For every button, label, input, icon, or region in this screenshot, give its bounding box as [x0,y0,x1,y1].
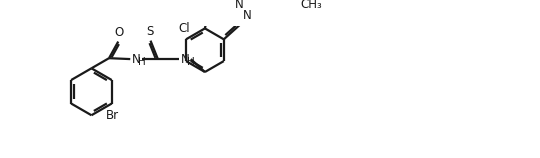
Text: CH₃: CH₃ [300,0,322,11]
Text: H: H [138,58,145,67]
Text: N: N [132,53,140,66]
Text: O: O [114,26,124,39]
Text: N: N [242,9,251,22]
Text: N: N [234,0,243,11]
Text: N: N [181,53,190,66]
Text: Cl: Cl [179,22,190,35]
Text: Br: Br [106,109,119,122]
Text: H: H [187,58,194,67]
Text: S: S [146,25,153,38]
